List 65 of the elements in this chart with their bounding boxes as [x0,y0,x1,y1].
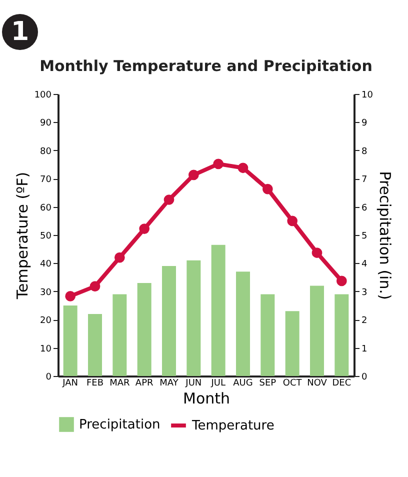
y-tick-label: 100 [34,90,52,100]
y2-tick-label: 0 [362,372,368,382]
x-tick-label: JAN [62,378,78,388]
bar [310,286,324,376]
y2-tick-label: 3 [362,288,368,298]
x-tick-label: SEP [259,378,277,388]
y-tick-label: 30 [40,288,52,298]
y-tick-label: 40 [40,260,52,270]
y2-tick-label: 9 [362,118,368,129]
y-tick-label: 80 [40,146,52,157]
point [90,281,100,292]
point [164,194,174,205]
y2-tick-label: 6 [362,203,368,214]
legend-label: Temperature [191,418,274,434]
y2-tick-label: 4 [362,260,368,270]
point [65,291,76,302]
y-tick-label: 20 [40,316,52,326]
y2-tick-label: 2 [362,316,368,326]
x-tick-label: FEB [86,378,104,388]
bar [112,294,127,376]
bar [162,266,176,376]
bar [260,294,275,376]
point [262,184,273,194]
bar [88,314,102,376]
text: 1 [2,14,38,50]
bar [236,272,250,376]
point [336,276,347,286]
bar [334,294,349,376]
x-tick-label: APR [135,378,154,388]
y2-tick-label: 8 [362,146,368,157]
bar [211,244,226,376]
y-tick-label: 70 [40,175,52,186]
y2-tick-label: 10 [362,90,374,100]
y2-tick-label: 7 [362,175,368,186]
y-tick-label: 0 [46,372,52,382]
x-tick-label: NOV [307,378,328,388]
y-axis-title: Temperature (ºF) [13,172,32,300]
point [139,224,150,234]
bar [137,282,152,376]
chart-title: Monthly Temperature and Precipitation [40,57,372,75]
y-tick-label: 50 [40,232,52,242]
x-tick-label: DEC [332,378,352,388]
x-axis-title: Month [182,390,230,408]
bar [186,260,201,376]
y2-axis-title: Precipitation (in.) [376,171,394,300]
y2-tick-label: 1 [362,344,368,354]
y-tick-label: 90 [40,118,52,129]
x-tick-label: MAR [110,378,130,388]
point [312,248,322,258]
x-tick-label: JUN [184,378,202,388]
point [114,252,125,263]
point [188,170,199,180]
y-tick-label: 60 [40,203,52,214]
bar [285,311,300,376]
x-tick-label: OCT [282,378,302,388]
x-tick-label: MAY [160,378,179,388]
point [238,162,248,174]
point [213,158,224,170]
point [287,216,298,226]
y2-tick-label: 5 [362,232,368,242]
x-tick-label: JUL [210,378,226,388]
y-tick-label: 10 [40,344,52,354]
legend-label: Precipitation [79,418,160,432]
bar [63,306,78,376]
x-tick-label: AUG [233,378,253,388]
